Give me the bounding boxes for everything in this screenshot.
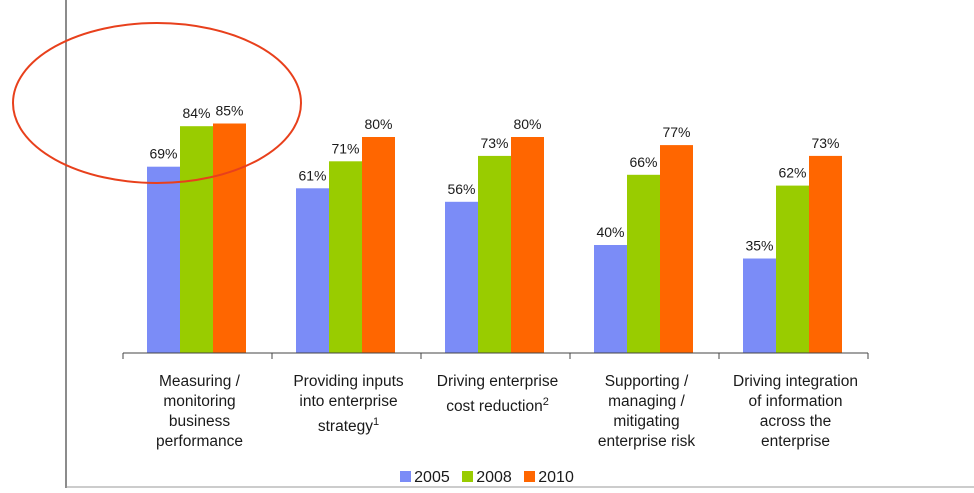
bar-2010-5	[809, 155, 842, 353]
category-label-line: enterprise risk	[597, 433, 696, 450]
category-label-3: Driving enterprise cost reduction2	[428, 372, 568, 417]
data-label-2010-1: 85%	[215, 103, 243, 119]
legend-swatch-2010	[524, 471, 536, 482]
bar-2005-1	[147, 166, 180, 353]
bar-2005-4	[594, 245, 627, 353]
bar-2010-2	[362, 137, 395, 353]
bar-2008-1	[180, 126, 213, 353]
bar-2005-3	[445, 201, 478, 353]
data-label-2008-4: 66%	[629, 154, 657, 170]
bars-layer: 69% 61% 56% 40% 35% 84% 71% 73% 66% 62% 85% 80% 80% 7…	[147, 103, 842, 353]
data-label-2008-2: 71%	[331, 140, 359, 156]
legend-item-2008: 2008	[462, 469, 512, 487]
category-label-line: strategy1	[317, 416, 380, 436]
category-label-line: managing /	[608, 393, 685, 410]
category-label-line: monitoring	[163, 393, 236, 410]
footnote-marker: 1	[373, 416, 380, 428]
category-label-line: Providing inputs	[293, 373, 404, 390]
category-label-5: Driving integration of information across …	[726, 372, 866, 452]
legend-label-2008: 2008	[476, 469, 512, 486]
legend-label-2010: 2010	[538, 469, 574, 486]
category-label-line: across the	[759, 413, 832, 430]
legend-label-2005: 2005	[414, 469, 450, 486]
category-label-line: Supporting /	[604, 373, 689, 390]
category-label-1: Measuring / monitoring business performance	[130, 372, 270, 452]
category-label-line: enterprise	[761, 433, 830, 450]
data-label-2005-5: 35%	[745, 238, 773, 254]
category-label-2: Providing inputs into enterprise strategy1	[279, 372, 419, 437]
legend: 2005 2008 2010	[0, 469, 974, 487]
category-label-line: into enterprise	[299, 393, 398, 410]
data-label-2010-5: 73%	[811, 135, 839, 151]
legend-swatch-2005	[400, 471, 412, 482]
category-label-line: Driving enterprise	[436, 373, 559, 390]
category-label-line: of information	[748, 393, 843, 410]
category-label-line: Driving integration	[733, 373, 858, 390]
category-label-line: Measuring /	[159, 373, 240, 390]
bar-2008-2	[329, 161, 362, 353]
legend-item-2005: 2005	[400, 469, 450, 487]
data-label-2010-3: 80%	[513, 116, 541, 132]
bar-2010-4	[660, 145, 693, 353]
data-label-2005-1: 69%	[149, 146, 177, 162]
bar-2005-2	[296, 188, 329, 353]
category-label-line: mitigating	[613, 413, 680, 430]
data-label-2005-4: 40%	[596, 224, 624, 240]
category-label-line: cost reduction2	[446, 396, 549, 416]
data-label-2008-3: 73%	[480, 135, 508, 151]
bar-2008-3	[478, 155, 511, 353]
x-axis	[122, 352, 869, 359]
legend-swatch-2008	[462, 471, 474, 482]
bar-2008-5	[776, 185, 809, 353]
data-label-2010-2: 80%	[364, 116, 392, 132]
category-label-line: business	[168, 413, 231, 430]
data-label-2005-2: 61%	[298, 167, 326, 183]
bar-2010-1	[213, 123, 246, 353]
bar-2005-5	[743, 258, 776, 353]
legend-item-2010: 2010	[524, 469, 574, 487]
data-label-2008-5: 62%	[778, 165, 806, 181]
category-label-line: performance	[155, 433, 243, 450]
data-label-2008-1: 84%	[182, 105, 210, 121]
bar-2010-3	[511, 137, 544, 353]
data-label-2010-4: 77%	[662, 124, 690, 140]
data-label-2005-3: 56%	[447, 181, 475, 197]
footnote-marker: 2	[542, 396, 549, 408]
highlight-circle	[12, 22, 302, 184]
bar-2008-4	[627, 174, 660, 353]
category-label-4: Supporting / managing / mitigating enterpri…	[577, 372, 717, 452]
